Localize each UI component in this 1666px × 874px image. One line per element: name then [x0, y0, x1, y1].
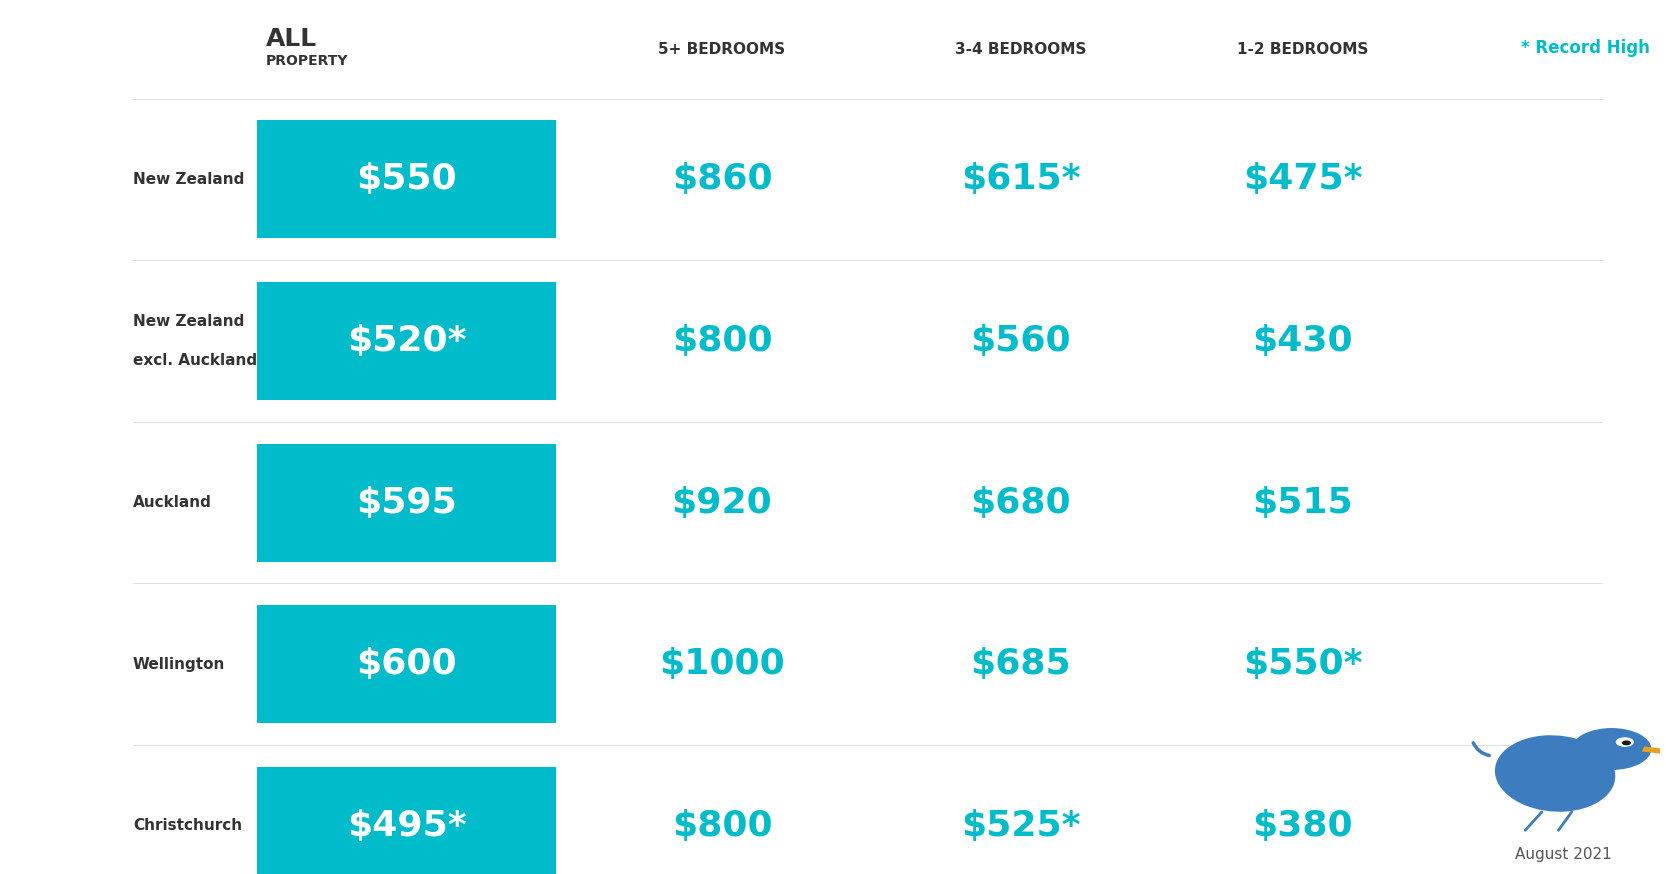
Text: Christchurch: Christchurch — [133, 818, 242, 834]
Text: $685: $685 — [970, 648, 1071, 681]
Circle shape — [1571, 728, 1651, 770]
Text: $800: $800 — [671, 324, 773, 357]
Circle shape — [1616, 738, 1634, 746]
Text: $380: $380 — [1253, 809, 1353, 843]
Text: ALL: ALL — [265, 27, 317, 51]
FancyBboxPatch shape — [257, 120, 556, 238]
Circle shape — [1621, 740, 1631, 746]
Text: $520*: $520* — [347, 324, 466, 357]
Text: $550: $550 — [357, 163, 456, 196]
Text: August 2021: August 2021 — [1514, 847, 1611, 863]
Text: * Record High: * Record High — [1521, 38, 1649, 57]
Text: excl. Auckland: excl. Auckland — [133, 352, 257, 368]
Text: 5+ BEDROOMS: 5+ BEDROOMS — [658, 42, 785, 57]
Text: $920: $920 — [671, 486, 773, 519]
Text: $680: $680 — [970, 486, 1071, 519]
Text: PROPERTY: PROPERTY — [265, 54, 348, 68]
Text: $560: $560 — [970, 324, 1071, 357]
FancyBboxPatch shape — [257, 444, 556, 562]
Text: $550*: $550* — [1243, 648, 1363, 681]
Text: Auckland: Auckland — [133, 495, 212, 510]
Text: $600: $600 — [357, 648, 456, 681]
Text: 3-4 BEDROOMS: 3-4 BEDROOMS — [955, 42, 1086, 57]
Text: $525*: $525* — [961, 809, 1081, 843]
Text: $1000: $1000 — [660, 648, 785, 681]
Text: $475*: $475* — [1243, 163, 1363, 196]
Text: $615*: $615* — [961, 163, 1081, 196]
Text: 1-2 BEDROOMS: 1-2 BEDROOMS — [1238, 42, 1368, 57]
FancyBboxPatch shape — [257, 281, 556, 400]
Text: New Zealand: New Zealand — [133, 314, 245, 329]
Text: $800: $800 — [671, 809, 773, 843]
Text: Wellington: Wellington — [133, 656, 225, 672]
Text: $495*: $495* — [347, 809, 466, 843]
Text: $515: $515 — [1253, 486, 1353, 519]
Text: New Zealand: New Zealand — [133, 171, 245, 187]
FancyArrow shape — [1643, 746, 1666, 757]
Text: $595: $595 — [357, 486, 456, 519]
Text: $860: $860 — [671, 163, 773, 196]
Text: $430: $430 — [1253, 324, 1353, 357]
FancyBboxPatch shape — [257, 767, 556, 874]
Ellipse shape — [1494, 735, 1616, 812]
FancyBboxPatch shape — [257, 605, 556, 724]
